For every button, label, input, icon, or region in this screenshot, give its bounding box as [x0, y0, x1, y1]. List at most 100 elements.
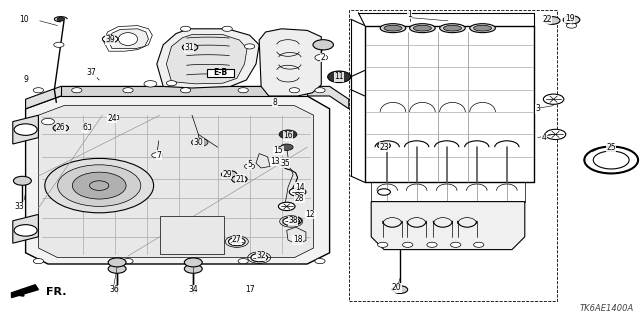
Text: 17: 17: [244, 285, 255, 294]
Polygon shape: [12, 285, 38, 298]
Circle shape: [58, 165, 141, 206]
Circle shape: [474, 242, 484, 247]
Text: 7: 7: [156, 151, 161, 160]
Polygon shape: [26, 96, 330, 264]
Circle shape: [184, 258, 202, 267]
Circle shape: [238, 88, 248, 93]
Polygon shape: [13, 214, 38, 243]
Circle shape: [315, 54, 328, 61]
Text: FR.: FR.: [46, 287, 67, 297]
Circle shape: [144, 81, 157, 87]
Text: 5: 5: [247, 160, 252, 169]
Circle shape: [278, 202, 295, 211]
Circle shape: [13, 176, 31, 185]
Text: 6: 6: [83, 124, 88, 132]
Circle shape: [221, 171, 237, 178]
Text: 21: 21: [236, 175, 244, 184]
Circle shape: [228, 237, 245, 246]
Ellipse shape: [444, 25, 461, 31]
Circle shape: [584, 147, 638, 173]
Text: 31: 31: [184, 44, 194, 52]
Text: 12: 12: [306, 210, 315, 219]
Circle shape: [403, 242, 413, 247]
Ellipse shape: [118, 33, 138, 45]
Circle shape: [33, 88, 44, 93]
Bar: [160, 216, 224, 254]
Text: 15: 15: [273, 146, 284, 155]
Circle shape: [283, 217, 300, 226]
Polygon shape: [371, 202, 525, 250]
Text: 3: 3: [535, 104, 540, 113]
Circle shape: [289, 88, 300, 93]
Text: 24: 24: [107, 114, 117, 123]
Circle shape: [166, 81, 177, 86]
Text: 30: 30: [193, 138, 204, 147]
Circle shape: [123, 259, 133, 264]
Polygon shape: [166, 35, 247, 84]
Text: 4: 4: [541, 133, 547, 142]
Text: 32: 32: [256, 252, 266, 260]
Circle shape: [14, 225, 37, 236]
Circle shape: [427, 242, 437, 247]
Circle shape: [33, 259, 44, 264]
Circle shape: [289, 188, 306, 196]
Polygon shape: [13, 115, 38, 144]
Bar: [112, 115, 118, 119]
Circle shape: [451, 242, 461, 247]
Polygon shape: [109, 29, 148, 49]
Circle shape: [244, 164, 255, 169]
Circle shape: [14, 124, 37, 135]
Text: 38: 38: [288, 216, 298, 225]
Circle shape: [72, 88, 82, 93]
Ellipse shape: [470, 24, 495, 33]
Polygon shape: [38, 106, 314, 258]
Circle shape: [53, 124, 68, 132]
Text: 2: 2: [321, 53, 326, 62]
Circle shape: [285, 217, 301, 225]
Circle shape: [238, 259, 248, 264]
Circle shape: [232, 175, 247, 183]
Circle shape: [106, 37, 114, 41]
Text: TK6AE1400A: TK6AE1400A: [579, 304, 634, 313]
Text: 39: 39: [105, 36, 115, 44]
Text: 23: 23: [379, 143, 389, 152]
Circle shape: [251, 253, 268, 262]
Text: 16: 16: [283, 132, 293, 140]
Circle shape: [191, 138, 208, 147]
Circle shape: [328, 71, 351, 83]
Circle shape: [108, 258, 126, 267]
Text: 27: 27: [232, 236, 242, 244]
Circle shape: [313, 40, 333, 50]
Circle shape: [123, 88, 133, 93]
Text: 26: 26: [56, 124, 66, 132]
Polygon shape: [26, 86, 349, 109]
Text: 35: 35: [280, 159, 290, 168]
Text: 20: 20: [392, 284, 402, 292]
Text: 28: 28: [295, 194, 304, 203]
Polygon shape: [61, 86, 307, 96]
Circle shape: [593, 151, 629, 169]
Text: 9: 9: [23, 76, 28, 84]
Bar: [82, 124, 90, 129]
Circle shape: [45, 158, 154, 213]
Ellipse shape: [380, 24, 406, 33]
Ellipse shape: [384, 25, 402, 31]
Circle shape: [182, 44, 198, 51]
Circle shape: [102, 35, 118, 43]
Text: 13: 13: [270, 157, 280, 166]
Circle shape: [222, 26, 232, 31]
Text: 11: 11: [335, 72, 344, 81]
Circle shape: [57, 17, 65, 21]
Circle shape: [566, 23, 577, 28]
Polygon shape: [256, 154, 270, 168]
Text: 34: 34: [188, 285, 198, 294]
Circle shape: [280, 144, 293, 150]
Text: 8: 8: [273, 98, 278, 107]
Ellipse shape: [413, 25, 431, 31]
Polygon shape: [259, 29, 321, 96]
Circle shape: [72, 172, 126, 199]
Circle shape: [378, 142, 390, 149]
Text: 10: 10: [19, 15, 29, 24]
Circle shape: [244, 44, 255, 49]
Ellipse shape: [474, 25, 492, 31]
